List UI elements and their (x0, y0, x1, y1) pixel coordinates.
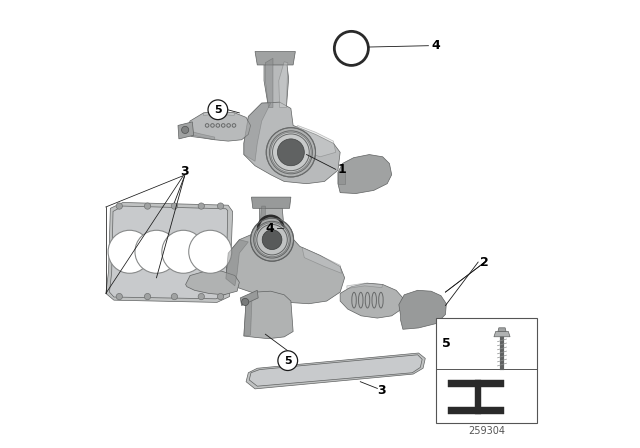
Circle shape (262, 230, 282, 250)
Circle shape (182, 126, 189, 134)
Text: 5: 5 (442, 337, 451, 350)
Bar (436, 318, 538, 423)
Polygon shape (260, 206, 266, 233)
Text: 3: 3 (180, 164, 189, 178)
Circle shape (108, 230, 151, 273)
Text: 4: 4 (431, 39, 440, 52)
Polygon shape (338, 155, 392, 194)
Polygon shape (266, 58, 273, 108)
Polygon shape (347, 283, 383, 289)
Polygon shape (244, 291, 293, 339)
Polygon shape (249, 355, 422, 386)
Circle shape (162, 230, 205, 273)
Circle shape (145, 293, 150, 300)
Circle shape (266, 128, 316, 177)
Text: 3: 3 (378, 384, 386, 397)
Polygon shape (494, 332, 510, 337)
Polygon shape (178, 122, 194, 139)
Polygon shape (246, 353, 425, 389)
Text: 5: 5 (284, 356, 292, 366)
Circle shape (242, 298, 249, 306)
Polygon shape (186, 111, 251, 141)
Polygon shape (109, 206, 228, 299)
Circle shape (271, 132, 311, 172)
Circle shape (172, 203, 177, 209)
Circle shape (278, 351, 298, 370)
Polygon shape (338, 172, 345, 184)
Circle shape (218, 293, 224, 300)
Circle shape (251, 218, 294, 261)
Text: 1: 1 (337, 163, 346, 176)
Circle shape (116, 293, 122, 300)
Circle shape (116, 203, 122, 209)
Polygon shape (186, 271, 239, 295)
Polygon shape (498, 328, 506, 332)
Text: 2: 2 (481, 255, 489, 269)
Circle shape (208, 100, 228, 120)
Polygon shape (296, 125, 336, 157)
Circle shape (218, 203, 224, 209)
Polygon shape (226, 232, 345, 304)
Polygon shape (399, 290, 446, 329)
Polygon shape (482, 388, 503, 405)
Polygon shape (252, 197, 291, 208)
Circle shape (198, 203, 204, 209)
Circle shape (145, 203, 150, 209)
Text: 4: 4 (266, 222, 274, 235)
Polygon shape (106, 202, 233, 302)
Circle shape (278, 139, 305, 166)
Polygon shape (264, 58, 289, 108)
Polygon shape (260, 202, 284, 233)
Circle shape (255, 223, 289, 257)
Polygon shape (240, 290, 258, 306)
Polygon shape (204, 111, 235, 116)
Polygon shape (226, 240, 248, 286)
Polygon shape (255, 52, 296, 65)
Polygon shape (244, 102, 340, 184)
Circle shape (172, 293, 177, 300)
Text: 5: 5 (214, 105, 221, 115)
Polygon shape (475, 380, 481, 414)
Circle shape (198, 293, 204, 300)
Polygon shape (244, 103, 271, 161)
Polygon shape (448, 380, 504, 387)
Polygon shape (279, 62, 288, 108)
Polygon shape (190, 131, 215, 140)
Polygon shape (340, 283, 403, 318)
Polygon shape (302, 247, 342, 273)
Polygon shape (449, 388, 474, 405)
Polygon shape (244, 296, 255, 336)
Text: 259304: 259304 (468, 426, 506, 436)
Circle shape (189, 230, 232, 273)
Circle shape (135, 230, 178, 273)
Polygon shape (448, 407, 504, 414)
